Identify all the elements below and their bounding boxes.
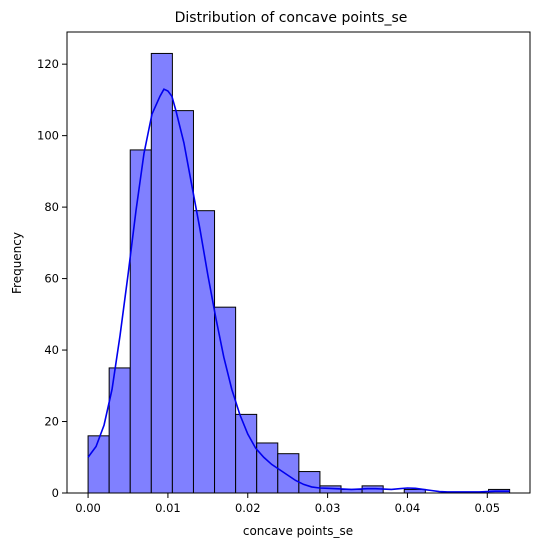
x-tick-label: 0.04: [395, 501, 421, 515]
y-tick-label: 60: [44, 272, 59, 286]
histogram-bar: [87, 435, 110, 494]
kde-curve: [87, 88, 510, 493]
y-tick-label: 80: [44, 200, 59, 214]
x-axis-ticks: 0.00 0.01 0.02 0.03 0.04 0.05: [75, 493, 500, 515]
y-tick-label: 40: [44, 343, 59, 357]
y-axis-ticks: 0 20 40 60 80 100 120: [37, 57, 67, 500]
histogram-bar: [150, 52, 173, 494]
histogram-bar: [214, 306, 237, 494]
y-tick-label: 100: [37, 129, 59, 143]
x-tick-label: 0.01: [155, 501, 181, 515]
y-axis-label: Frequency: [10, 232, 24, 294]
y-tick-label: 0: [52, 486, 59, 500]
x-tick-label: 0.02: [235, 501, 261, 515]
plot-frame: [66, 31, 531, 494]
y-tick-label: 20: [44, 415, 59, 429]
x-axis-label: concave points_se: [243, 524, 353, 538]
histogram-bar: [129, 149, 152, 494]
x-tick-label: 0.00: [75, 501, 101, 515]
histogram-bar: [277, 453, 300, 494]
histogram-bar: [235, 413, 258, 494]
x-tick-label: 0.03: [315, 501, 341, 515]
histogram-bar: [256, 442, 279, 494]
histogram-bar: [298, 471, 321, 494]
y-tick-label: 120: [37, 57, 59, 71]
x-tick-label: 0.05: [474, 501, 500, 515]
chart-title: Distribution of concave points_se: [175, 10, 408, 26]
histogram-bar: [171, 110, 194, 494]
